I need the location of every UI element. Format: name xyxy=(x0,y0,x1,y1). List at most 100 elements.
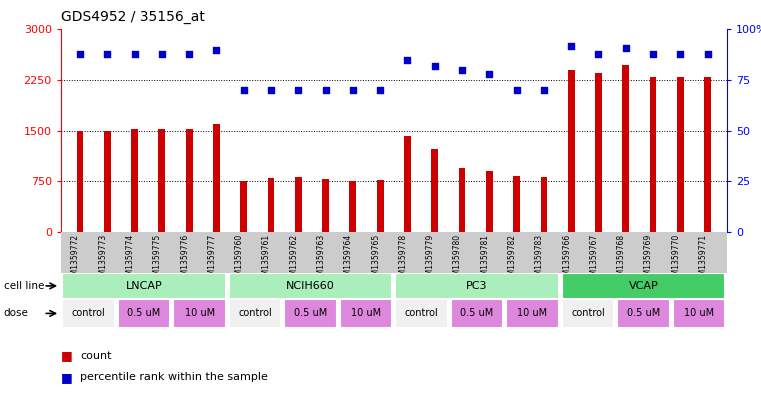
Point xyxy=(292,87,304,93)
Point xyxy=(265,87,277,93)
Text: GSM1359782: GSM1359782 xyxy=(508,234,517,285)
Bar xyxy=(486,171,492,232)
Text: 10 uM: 10 uM xyxy=(351,309,381,318)
Point xyxy=(129,51,141,57)
Bar xyxy=(673,299,725,328)
Text: control: control xyxy=(405,309,438,318)
Point xyxy=(156,51,168,57)
Bar xyxy=(186,129,193,232)
Point xyxy=(565,42,578,49)
Bar xyxy=(174,299,226,328)
Text: GSM1359765: GSM1359765 xyxy=(371,234,380,285)
Bar xyxy=(103,131,110,232)
Text: cell line: cell line xyxy=(4,281,44,291)
Bar xyxy=(213,124,220,232)
Bar xyxy=(451,299,504,328)
Text: 10 uM: 10 uM xyxy=(184,309,215,318)
Text: GSM1359771: GSM1359771 xyxy=(699,234,708,285)
Text: 0.5 uM: 0.5 uM xyxy=(627,309,660,318)
Text: GSM1359773: GSM1359773 xyxy=(98,234,107,285)
Text: NCIH660: NCIH660 xyxy=(286,281,335,291)
Bar xyxy=(431,149,438,232)
Bar xyxy=(395,273,559,299)
Text: GSM1359779: GSM1359779 xyxy=(425,234,435,285)
Text: PC3: PC3 xyxy=(466,281,488,291)
Bar xyxy=(322,178,329,232)
Text: ■: ■ xyxy=(61,349,72,362)
Text: GSM1359775: GSM1359775 xyxy=(153,234,162,285)
Text: control: control xyxy=(72,309,106,318)
Text: 0.5 uM: 0.5 uM xyxy=(294,309,327,318)
Bar xyxy=(650,77,657,232)
Text: GSM1359776: GSM1359776 xyxy=(180,234,189,285)
Point xyxy=(210,46,222,53)
Bar xyxy=(562,273,725,299)
Text: VCAP: VCAP xyxy=(629,281,658,291)
Text: GSM1359761: GSM1359761 xyxy=(262,234,271,285)
Bar xyxy=(349,181,356,232)
Text: dose: dose xyxy=(4,309,29,318)
Bar xyxy=(77,131,84,232)
Point xyxy=(320,87,332,93)
Text: GSM1359764: GSM1359764 xyxy=(344,234,353,285)
Bar xyxy=(595,73,602,232)
Text: 0.5 uM: 0.5 uM xyxy=(128,309,161,318)
Bar xyxy=(459,168,466,232)
Bar xyxy=(506,299,559,328)
Bar xyxy=(562,299,614,328)
Bar xyxy=(404,136,411,232)
Bar xyxy=(622,64,629,232)
Text: GSM1359767: GSM1359767 xyxy=(590,234,598,285)
Text: GSM1359772: GSM1359772 xyxy=(71,234,80,285)
Text: control: control xyxy=(238,309,272,318)
Text: GSM1359783: GSM1359783 xyxy=(535,234,544,285)
Bar xyxy=(295,176,301,232)
Text: control: control xyxy=(572,309,605,318)
Point xyxy=(483,71,495,77)
Text: count: count xyxy=(80,351,111,361)
Bar xyxy=(62,299,115,328)
Bar xyxy=(158,129,165,232)
Bar xyxy=(339,299,393,328)
Text: ■: ■ xyxy=(61,371,72,384)
Text: GSM1359778: GSM1359778 xyxy=(399,234,407,285)
Point xyxy=(592,51,604,57)
Bar xyxy=(284,299,337,328)
Text: GSM1359760: GSM1359760 xyxy=(234,234,244,285)
Point xyxy=(374,87,387,93)
Text: 10 uM: 10 uM xyxy=(517,309,548,318)
Text: GSM1359762: GSM1359762 xyxy=(289,234,298,285)
Bar xyxy=(568,70,575,232)
Text: GSM1359763: GSM1359763 xyxy=(317,234,326,285)
Text: GSM1359774: GSM1359774 xyxy=(126,234,135,285)
Text: GSM1359770: GSM1359770 xyxy=(671,234,680,285)
Point xyxy=(74,51,86,57)
Bar xyxy=(617,299,670,328)
Text: GSM1359780: GSM1359780 xyxy=(453,234,462,285)
Point xyxy=(401,57,413,63)
Bar xyxy=(513,176,520,232)
Point xyxy=(647,51,659,57)
Text: GSM1359781: GSM1359781 xyxy=(480,234,489,285)
Point xyxy=(674,51,686,57)
Text: 10 uM: 10 uM xyxy=(684,309,714,318)
Bar xyxy=(229,299,282,328)
Bar xyxy=(377,180,384,232)
Text: GSM1359777: GSM1359777 xyxy=(208,234,216,285)
Text: 0.5 uM: 0.5 uM xyxy=(460,309,494,318)
Point xyxy=(702,51,714,57)
Text: GSM1359768: GSM1359768 xyxy=(616,234,626,285)
Text: percentile rank within the sample: percentile rank within the sample xyxy=(80,372,268,382)
Bar xyxy=(540,176,547,232)
Point xyxy=(237,87,250,93)
Bar xyxy=(229,273,393,299)
Point xyxy=(619,44,632,51)
Bar xyxy=(395,299,448,328)
Text: GDS4952 / 35156_at: GDS4952 / 35156_at xyxy=(61,10,205,24)
Bar xyxy=(118,299,170,328)
Bar xyxy=(62,273,226,299)
Bar xyxy=(268,178,275,232)
Text: GSM1359769: GSM1359769 xyxy=(644,234,653,285)
Bar xyxy=(131,129,138,232)
Bar xyxy=(677,77,684,232)
